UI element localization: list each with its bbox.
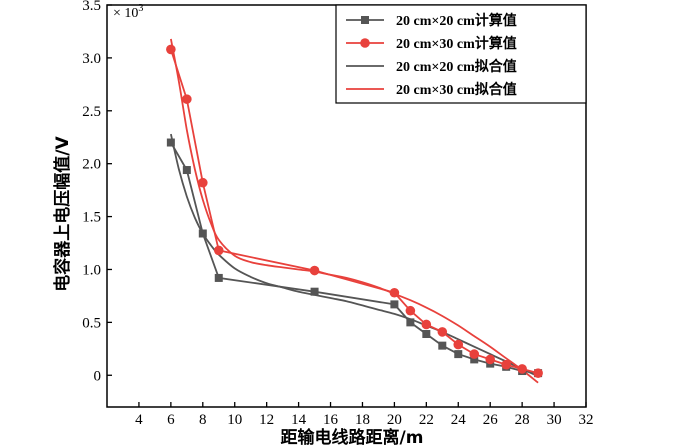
y-tick-label: 3.0 — [82, 51, 101, 67]
markers — [166, 44, 543, 378]
y-tick-label: 3.5 — [82, 0, 101, 14]
x-axis-ticks: 4 6 8 10 12 14 16 18 20 22 24 26 28 30 32 — [135, 402, 594, 428]
x-tick-label: 26 — [483, 412, 499, 428]
data-point-circle — [517, 364, 527, 374]
legend-label-2: 20 cm×20 cm拟合值 — [396, 58, 517, 75]
data-point-circle — [182, 94, 192, 104]
x-tick-label: 24 — [451, 412, 467, 428]
data-point-circle — [198, 177, 208, 188]
legend: 20 cm×20 cm计算值 20 cm×30 cm计算值 20 cm×20 cm拟… — [335, 4, 587, 104]
data-point-square — [166, 138, 175, 147]
data-point-circle — [309, 265, 320, 276]
data-point-square — [422, 330, 431, 339]
y-tick-label: 1.5 — [82, 210, 101, 226]
legend-box — [335, 4, 587, 104]
y-tick-label: 0.5 — [82, 315, 101, 331]
y-tick-label: 0 — [94, 368, 102, 384]
x-tick-label: 28 — [515, 412, 530, 428]
x-tick-label: 20 — [387, 412, 402, 428]
x-tick-label: 6 — [167, 412, 175, 428]
data-point-square — [182, 166, 191, 175]
legend-label-0: 20 cm×20 cm计算值 — [396, 12, 517, 29]
x-tick-label: 16 — [323, 412, 339, 428]
y-tick-label: 1.0 — [82, 262, 101, 278]
data-point-circle — [501, 359, 511, 370]
x-tick-label: 18 — [355, 412, 370, 428]
x-tick-label: 14 — [291, 412, 307, 428]
data-point-circle — [453, 339, 464, 350]
legend-marker-square — [361, 16, 369, 24]
data-point-circle — [437, 327, 448, 337]
x-tick-label: 10 — [227, 412, 242, 428]
fit-line-2 — [170, 133, 539, 378]
y-tick-label: 2.5 — [82, 104, 101, 120]
series-line-0 — [170, 142, 539, 374]
legend-label-1: 20 cm×30 cm计算值 — [396, 35, 517, 52]
x-tick-label: 30 — [547, 412, 562, 428]
data-point-circle — [421, 319, 432, 330]
data-point-square — [406, 318, 415, 327]
y-multiplier-label: × 103 — [113, 3, 143, 21]
data-point-square — [470, 355, 479, 364]
x-tick-label: 12 — [259, 412, 274, 428]
y-axis-ticks: 0 0.5 1.0 1.5 2.0 2.5 3.0 3.5 — [82, 0, 112, 384]
data-point-circle — [469, 349, 480, 359]
data-point-circle — [485, 354, 496, 365]
data-point-circle — [213, 245, 224, 256]
y-axis-title: 电容器上电压幅值/V — [52, 135, 73, 291]
x-tick-label: 32 — [579, 412, 594, 428]
legend-label-3: 20 cm×30 cm拟合值 — [396, 81, 517, 98]
data-point-circle — [166, 44, 176, 55]
legend-marker-circle — [360, 38, 370, 48]
data-point-square — [310, 287, 319, 296]
data-point-circle — [389, 287, 400, 298]
x-tick-label: 22 — [419, 412, 434, 428]
data-point-square — [438, 341, 447, 350]
data-point-square — [390, 300, 399, 309]
data-point-square — [214, 273, 223, 282]
data-point-square — [198, 229, 207, 238]
x-axis-title: 距输电线路距离/m — [281, 427, 424, 448]
x-tick-label: 8 — [199, 412, 207, 428]
data-point-square — [454, 350, 463, 359]
y-tick-label: 2.0 — [82, 157, 101, 173]
data-point-circle — [533, 368, 543, 378]
x-tick-label: 4 — [135, 412, 143, 428]
data-point-circle — [405, 305, 416, 316]
